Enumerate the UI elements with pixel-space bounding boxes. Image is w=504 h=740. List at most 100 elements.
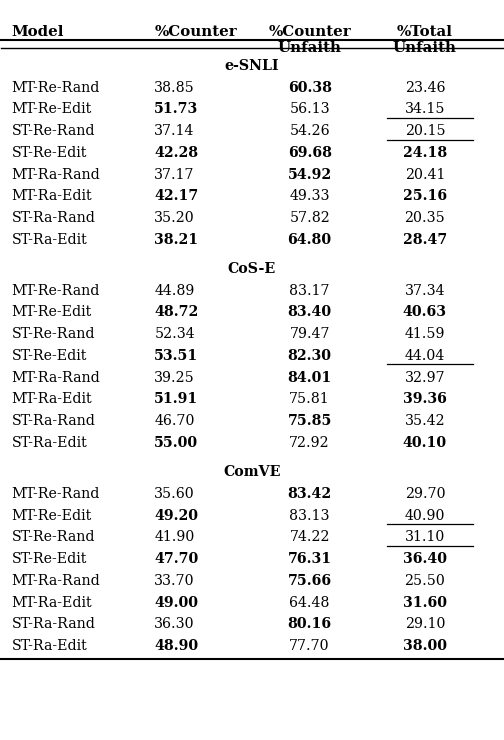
Text: 25.16: 25.16 bbox=[403, 189, 447, 204]
Text: 83.42: 83.42 bbox=[288, 487, 332, 501]
Text: MT-Ra-Edit: MT-Ra-Edit bbox=[12, 596, 92, 610]
Text: 44.89: 44.89 bbox=[154, 283, 195, 297]
Text: MT-Re-Rand: MT-Re-Rand bbox=[12, 283, 100, 297]
Text: 20.35: 20.35 bbox=[405, 211, 446, 225]
Text: ComVE: ComVE bbox=[223, 465, 281, 479]
Text: ST-Re-Rand: ST-Re-Rand bbox=[12, 531, 95, 545]
Text: 25.50: 25.50 bbox=[405, 574, 446, 588]
Text: MT-Ra-Edit: MT-Ra-Edit bbox=[12, 189, 92, 204]
Text: 20.41: 20.41 bbox=[405, 168, 445, 181]
Text: 55.00: 55.00 bbox=[154, 436, 199, 450]
Text: ST-Ra-Rand: ST-Ra-Rand bbox=[12, 617, 95, 631]
Text: 72.92: 72.92 bbox=[289, 436, 330, 450]
Text: 35.60: 35.60 bbox=[154, 487, 195, 501]
Text: 51.91: 51.91 bbox=[154, 392, 199, 406]
Text: 32.97: 32.97 bbox=[405, 371, 445, 385]
Text: 37.14: 37.14 bbox=[154, 124, 195, 138]
Text: 33.70: 33.70 bbox=[154, 574, 195, 588]
Text: 37.34: 37.34 bbox=[405, 283, 445, 297]
Text: 24.18: 24.18 bbox=[403, 146, 447, 160]
Text: 29.70: 29.70 bbox=[405, 487, 445, 501]
Text: 52.34: 52.34 bbox=[154, 327, 195, 341]
Text: MT-Ra-Rand: MT-Ra-Rand bbox=[12, 168, 100, 181]
Text: 39.25: 39.25 bbox=[154, 371, 195, 385]
Text: 48.90: 48.90 bbox=[154, 639, 199, 653]
Text: 75.85: 75.85 bbox=[287, 414, 332, 428]
Text: 36.30: 36.30 bbox=[154, 617, 195, 631]
Text: 77.70: 77.70 bbox=[289, 639, 330, 653]
Text: 23.46: 23.46 bbox=[405, 81, 445, 95]
Text: ST-Ra-Edit: ST-Ra-Edit bbox=[12, 639, 87, 653]
Text: 41.59: 41.59 bbox=[405, 327, 445, 341]
Text: 49.00: 49.00 bbox=[154, 596, 198, 610]
Text: 53.51: 53.51 bbox=[154, 349, 199, 363]
Text: MT-Re-Rand: MT-Re-Rand bbox=[12, 487, 100, 501]
Text: ST-Ra-Rand: ST-Ra-Rand bbox=[12, 414, 95, 428]
Text: 79.47: 79.47 bbox=[289, 327, 330, 341]
Text: 34.15: 34.15 bbox=[405, 102, 445, 116]
Text: MT-Re-Edit: MT-Re-Edit bbox=[12, 508, 92, 522]
Text: ST-Re-Edit: ST-Re-Edit bbox=[12, 349, 87, 363]
Text: 46.70: 46.70 bbox=[154, 414, 195, 428]
Text: 20.15: 20.15 bbox=[405, 124, 445, 138]
Text: ST-Re-Edit: ST-Re-Edit bbox=[12, 146, 87, 160]
Text: MT-Ra-Edit: MT-Ra-Edit bbox=[12, 392, 92, 406]
Text: ST-Ra-Edit: ST-Ra-Edit bbox=[12, 436, 87, 450]
Text: %Total
Unfaith: %Total Unfaith bbox=[393, 25, 457, 56]
Text: 84.01: 84.01 bbox=[287, 371, 332, 385]
Text: 38.00: 38.00 bbox=[403, 639, 447, 653]
Text: 35.42: 35.42 bbox=[405, 414, 445, 428]
Text: 48.72: 48.72 bbox=[154, 306, 199, 320]
Text: MT-Ra-Rand: MT-Ra-Rand bbox=[12, 371, 100, 385]
Text: 41.90: 41.90 bbox=[154, 531, 195, 545]
Text: 38.85: 38.85 bbox=[154, 81, 195, 95]
Text: ST-Re-Rand: ST-Re-Rand bbox=[12, 124, 95, 138]
Text: 74.22: 74.22 bbox=[289, 531, 330, 545]
Text: MT-Re-Rand: MT-Re-Rand bbox=[12, 81, 100, 95]
Text: 60.38: 60.38 bbox=[288, 81, 332, 95]
Text: 75.66: 75.66 bbox=[288, 574, 332, 588]
Text: 49.20: 49.20 bbox=[154, 508, 198, 522]
Text: 39.36: 39.36 bbox=[403, 392, 447, 406]
Text: 51.73: 51.73 bbox=[154, 102, 199, 116]
Text: 64.48: 64.48 bbox=[289, 596, 330, 610]
Text: 69.68: 69.68 bbox=[288, 146, 332, 160]
Text: 47.70: 47.70 bbox=[154, 552, 199, 566]
Text: 44.04: 44.04 bbox=[405, 349, 445, 363]
Text: 36.40: 36.40 bbox=[403, 552, 447, 566]
Text: 42.17: 42.17 bbox=[154, 189, 199, 204]
Text: ST-Ra-Rand: ST-Ra-Rand bbox=[12, 211, 95, 225]
Text: 42.28: 42.28 bbox=[154, 146, 199, 160]
Text: 56.13: 56.13 bbox=[289, 102, 330, 116]
Text: 76.31: 76.31 bbox=[288, 552, 332, 566]
Text: 40.63: 40.63 bbox=[403, 306, 447, 320]
Text: 82.30: 82.30 bbox=[288, 349, 332, 363]
Text: MT-Re-Edit: MT-Re-Edit bbox=[12, 306, 92, 320]
Text: ST-Re-Edit: ST-Re-Edit bbox=[12, 552, 87, 566]
Text: 31.10: 31.10 bbox=[405, 531, 445, 545]
Text: %Counter
Unfaith: %Counter Unfaith bbox=[268, 25, 351, 56]
Text: 29.10: 29.10 bbox=[405, 617, 445, 631]
Text: CoS-E: CoS-E bbox=[228, 262, 276, 276]
Text: 40.90: 40.90 bbox=[405, 508, 445, 522]
Text: MT-Re-Edit: MT-Re-Edit bbox=[12, 102, 92, 116]
Text: 37.17: 37.17 bbox=[154, 168, 195, 181]
Text: 40.10: 40.10 bbox=[403, 436, 447, 450]
Text: Model: Model bbox=[12, 25, 64, 39]
Text: 31.60: 31.60 bbox=[403, 596, 447, 610]
Text: e-SNLI: e-SNLI bbox=[225, 59, 279, 73]
Text: 83.40: 83.40 bbox=[288, 306, 332, 320]
Text: 83.17: 83.17 bbox=[289, 283, 330, 297]
Text: ST-Re-Rand: ST-Re-Rand bbox=[12, 327, 95, 341]
Text: MT-Ra-Rand: MT-Ra-Rand bbox=[12, 574, 100, 588]
Text: 54.92: 54.92 bbox=[288, 168, 332, 181]
Text: 83.13: 83.13 bbox=[289, 508, 330, 522]
Text: 64.80: 64.80 bbox=[288, 233, 332, 247]
Text: %Counter: %Counter bbox=[154, 25, 237, 39]
Text: 75.81: 75.81 bbox=[289, 392, 330, 406]
Text: 80.16: 80.16 bbox=[288, 617, 332, 631]
Text: 38.21: 38.21 bbox=[154, 233, 199, 247]
Text: 57.82: 57.82 bbox=[289, 211, 330, 225]
Text: 28.47: 28.47 bbox=[403, 233, 447, 247]
Text: 49.33: 49.33 bbox=[289, 189, 330, 204]
